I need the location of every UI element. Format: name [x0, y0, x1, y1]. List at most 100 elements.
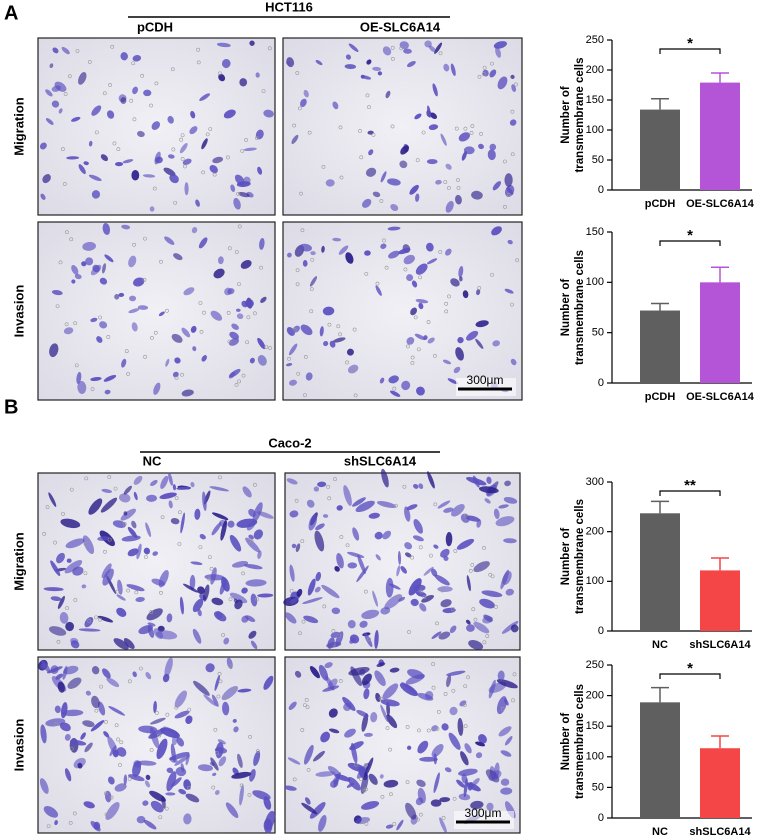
cell	[286, 61, 291, 66]
cell	[418, 483, 424, 490]
cell	[233, 197, 241, 210]
cell	[99, 321, 108, 329]
cell	[194, 508, 201, 520]
pore	[124, 349, 129, 354]
cell	[442, 607, 456, 614]
cell	[211, 694, 219, 707]
pore	[511, 698, 515, 703]
cell	[240, 259, 252, 269]
pore	[322, 604, 327, 609]
pore	[371, 132, 376, 137]
cell	[183, 813, 192, 825]
cell	[473, 621, 490, 634]
cell	[376, 662, 386, 668]
cell	[458, 793, 471, 801]
cell	[372, 66, 382, 71]
cell	[60, 518, 81, 529]
cell	[500, 778, 510, 786]
pore	[173, 200, 178, 205]
cell	[445, 163, 452, 170]
cell	[325, 179, 335, 187]
pore	[300, 539, 305, 544]
cell	[412, 535, 424, 542]
pore	[69, 487, 74, 492]
y-axis-label: Number of	[560, 713, 572, 771]
cell	[193, 680, 210, 696]
cell	[257, 593, 274, 598]
cell	[104, 389, 111, 395]
x-tick-label: OE-SLC6A14	[686, 391, 755, 403]
cell	[162, 673, 170, 683]
cell	[459, 700, 467, 707]
significance-bracket	[659, 673, 721, 679]
pore	[114, 723, 119, 728]
cell	[361, 800, 380, 810]
cell	[380, 243, 387, 249]
cell	[287, 757, 301, 765]
cell	[114, 162, 124, 167]
pore	[456, 178, 460, 183]
pore	[463, 126, 468, 131]
pore	[198, 545, 203, 550]
cell	[437, 586, 453, 593]
pore	[116, 147, 121, 152]
cell	[182, 158, 192, 165]
pore	[116, 737, 120, 742]
cell	[309, 802, 326, 819]
pore	[295, 268, 300, 273]
cell	[192, 346, 197, 352]
cell	[62, 665, 68, 680]
cell	[183, 583, 199, 593]
cell	[223, 637, 230, 645]
pore	[174, 496, 179, 501]
pore	[500, 706, 505, 711]
cell	[153, 628, 164, 639]
y-tick-label: 200	[586, 690, 604, 702]
cell	[248, 534, 254, 540]
cell	[82, 535, 95, 554]
pore	[307, 130, 312, 135]
cell	[66, 156, 80, 160]
cell	[149, 206, 155, 212]
cell	[250, 593, 258, 607]
pore	[64, 230, 69, 235]
cell	[80, 732, 86, 740]
pore	[211, 785, 216, 790]
pore	[390, 45, 395, 50]
cell	[204, 574, 225, 581]
pore	[104, 719, 108, 724]
cell	[478, 486, 499, 494]
pore	[218, 679, 223, 684]
cell	[82, 720, 95, 728]
column-label: shSLC6A14	[344, 453, 417, 468]
cell	[414, 113, 422, 120]
scale-bar-label: 300μm	[465, 806, 502, 820]
pore	[375, 281, 380, 286]
cell	[328, 728, 340, 734]
pore	[338, 125, 343, 130]
cell	[410, 307, 418, 316]
cell	[214, 674, 220, 691]
pore	[187, 707, 192, 712]
cell	[433, 544, 439, 549]
y-axis-label: transmembrane cells	[574, 684, 586, 799]
pore	[132, 117, 137, 122]
cell	[183, 779, 191, 790]
pore	[154, 81, 159, 86]
cell	[382, 46, 392, 56]
cell	[220, 519, 227, 541]
cell	[327, 637, 335, 649]
cell	[338, 245, 349, 255]
cell	[174, 754, 190, 766]
cell	[263, 796, 272, 810]
micrograph	[37, 656, 276, 834]
cell	[323, 341, 329, 347]
cell	[101, 263, 107, 274]
cell	[172, 371, 179, 378]
cell	[143, 819, 157, 830]
cell	[315, 59, 323, 66]
pore	[126, 588, 131, 593]
cell	[192, 598, 204, 613]
cell	[156, 738, 168, 760]
